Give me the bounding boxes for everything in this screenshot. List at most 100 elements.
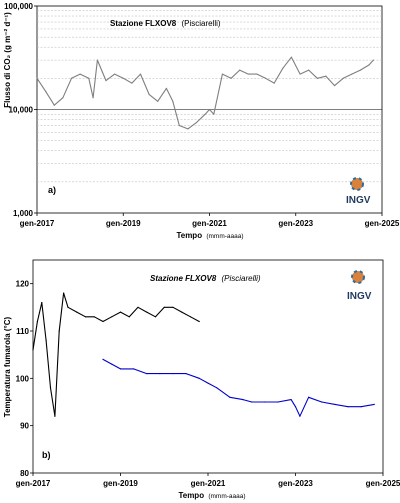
y-tick-label: 100 [16,374,30,383]
series-point [163,306,165,308]
series-point [264,77,267,79]
series-point [373,403,375,405]
series-point [88,77,90,79]
series-point [185,373,187,375]
series-point [359,69,362,71]
series-point [92,97,94,99]
series-point [172,306,174,308]
series-point [139,73,142,75]
series-point [148,93,150,95]
series-point [221,73,224,75]
panel-b-title: Stazione FLXOV8 (Pisciarelli) [150,274,261,283]
panel-a-x-ticks: gen-2017 gen-2019 gen-2021 gen-2023 gen-2025 [20,213,400,228]
series-point [368,64,370,66]
series-point [247,73,249,75]
series-point [208,108,211,111]
series-point [159,373,161,375]
series-point [154,316,157,318]
series-point [282,67,284,69]
series-point [299,415,301,417]
y-tick-label: 120 [16,280,30,289]
panel-a-series [36,56,374,130]
series-point [178,124,180,127]
panel-a-y-ticks: 1,000 10,000 100,000 [4,2,37,218]
ingv-logo-a: INGV [346,177,371,206]
series-point [67,306,69,308]
series-point [198,320,200,323]
series-point [137,306,139,308]
panel-a-y-axis-title: Flusso di CO₂ (g m⁻² d⁻¹) [3,12,12,108]
series-point [187,128,189,130]
series-point [76,311,78,313]
series-point [146,311,148,313]
series-point [299,73,301,75]
series-point [53,104,55,106]
series-point [128,316,130,318]
panel-b-y-axis-title: Temperatura fumarola (°C) [3,316,12,417]
ingv-globe-icon [351,178,363,190]
series-point [146,373,148,375]
x-tick-label: gen-2023 [278,479,313,488]
series-point [372,59,374,61]
series-point [114,73,116,75]
series-point [189,316,192,318]
series-point [325,75,327,77]
series-point [308,396,310,398]
series-point [45,339,47,342]
x-tick-label: gen-2025 [366,479,400,488]
panel-a-grid [37,10,382,183]
y-tick-label: 90 [20,422,29,431]
x-tick-label: gen-2019 [106,219,141,228]
x-tick-label: gen-2017 [16,479,51,488]
series-point [316,77,318,79]
series-point [119,311,122,313]
series-point [321,401,323,403]
series-point [36,320,38,323]
panel-b-x-axis-title: Tempo (mmm-aaaa) [178,491,245,500]
ingv-logo-b: INGV [347,270,372,302]
series-point [308,69,310,71]
series-point [342,77,344,79]
series-point [277,401,279,403]
series-point [84,316,87,318]
ingv-logo-text: INGV [347,291,372,302]
series-point [334,403,336,405]
series-point [111,316,113,318]
panel-b-frame [32,259,384,474]
series-point [119,368,122,370]
series-point [273,82,275,84]
panel-a-title: Stazione FLXOV8 (Pisciarelli) [110,19,221,28]
panel-b-x-ticks: gen-2017 gen-2019 gen-2021 gen-2023 gen-2025 [16,473,400,488]
series-point [172,373,174,375]
series-point [213,113,215,115]
series-point [79,73,81,75]
series-point [216,387,218,389]
series-point [294,406,297,408]
series-point [264,401,266,403]
series-point [96,59,98,61]
series-point [102,320,104,323]
ingv-globe-icon [352,271,364,283]
series-point [172,100,174,102]
series-point [58,330,60,332]
series-point [105,80,107,82]
series-point [351,73,353,75]
panel-a-letter: a) [48,185,56,195]
series-point [207,382,209,384]
x-tick-label: gen-2023 [278,219,313,228]
series-point [229,396,231,398]
series-point [41,302,43,304]
panel-b-letter: b) [42,450,51,460]
panel-b-series [32,292,375,417]
panel-b-y-ticks: 80 90 100 110 120 [16,280,33,478]
y-tick-label: 80 [20,469,29,478]
series-point [242,399,244,401]
x-tick-label: gen-2025 [365,219,400,228]
series-point [256,73,258,75]
series-point [181,311,183,313]
series-point [133,368,135,370]
series-point [239,69,241,71]
series-point [54,415,56,417]
